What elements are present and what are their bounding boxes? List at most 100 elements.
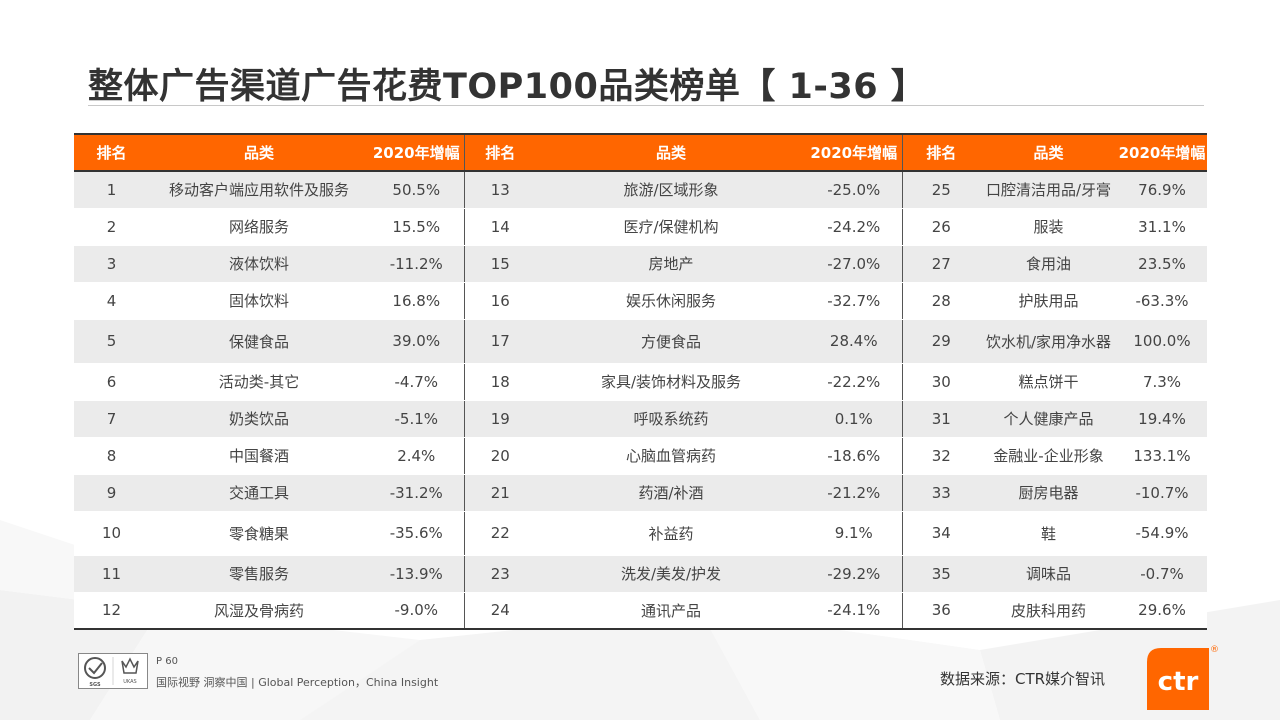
- category-cell: 交通工具: [149, 474, 369, 512]
- rank-cell: 11: [74, 555, 149, 593]
- table-row: 12 风湿及骨病药 -9.0% 24 通讯产品 -24.1% 36 皮肤科用药 29.6%: [74, 592, 1207, 630]
- ranking-table: 排名 品类 2020年增幅 排名 品类 2020年增幅 排名 品类 2020年增幅 1 移动客户端…: [74, 133, 1207, 630]
- category-cell: 保健食品: [149, 319, 369, 364]
- table-row: 8 中国餐酒 2.4% 20 心脑血管病药 -18.6% 32 金融业-企业形象 133.1%: [74, 437, 1207, 475]
- header-cell: 品类: [980, 133, 1117, 172]
- category-cell: 饮水机/家用净水器: [980, 319, 1117, 364]
- growth-cell: 9.1%: [806, 511, 903, 556]
- category-cell: 个人健康产品: [980, 400, 1117, 438]
- growth-cell: -4.7%: [369, 363, 465, 401]
- header-cell: 2020年增幅: [1117, 133, 1207, 172]
- header-cell: 品类: [536, 133, 806, 172]
- growth-cell: -24.1%: [806, 592, 903, 630]
- category-cell: 心脑血管病药: [536, 437, 806, 475]
- growth-cell: -9.0%: [369, 592, 465, 630]
- rank-cell: 6: [74, 363, 149, 401]
- growth-cell: -35.6%: [369, 511, 465, 556]
- title-divider: [88, 105, 1204, 106]
- ranking-table-container: 排名 品类 2020年增幅 排名 品类 2020年增幅 排名 品类 2020年增幅 1 移动客户端…: [74, 133, 1207, 630]
- table-row: 4 固体饮料 16.8% 16 娱乐休闲服务 -32.7% 28 护肤用品 -63.3%: [74, 282, 1207, 320]
- rank-cell: 7: [74, 400, 149, 438]
- growth-cell: 100.0%: [1117, 319, 1207, 364]
- rank-cell: 15: [464, 245, 536, 283]
- rank-cell: 2: [74, 208, 149, 246]
- rank-cell: 33: [902, 474, 980, 512]
- header-cell: 排名: [902, 133, 980, 172]
- rank-cell: 34: [902, 511, 980, 556]
- growth-cell: 0.1%: [806, 400, 903, 438]
- rank-cell: 5: [74, 319, 149, 364]
- growth-cell: 28.4%: [806, 319, 903, 364]
- category-cell: 洗发/美发/护发: [536, 555, 806, 593]
- svg-text:ctr: ctr: [1158, 667, 1199, 697]
- growth-cell: 23.5%: [1117, 245, 1207, 283]
- header-cell: 品类: [149, 133, 369, 172]
- page-number: P 60: [156, 656, 178, 667]
- rank-cell: 3: [74, 245, 149, 283]
- category-cell: 护肤用品: [980, 282, 1117, 320]
- rank-cell: 20: [464, 437, 536, 475]
- rank-cell: 28: [902, 282, 980, 320]
- rank-cell: 21: [464, 474, 536, 512]
- category-cell: 活动类-其它: [149, 363, 369, 401]
- growth-cell: -32.7%: [806, 282, 903, 320]
- rank-cell: 29: [902, 319, 980, 364]
- growth-cell: 50.5%: [369, 171, 465, 209]
- growth-cell: -21.2%: [806, 474, 903, 512]
- growth-cell: -24.2%: [806, 208, 903, 246]
- growth-cell: -54.9%: [1117, 511, 1207, 556]
- category-cell: 补益药: [536, 511, 806, 556]
- table-row: 3 液体饮料 -11.2% 15 房地产 -27.0% 27 食用油 23.5%: [74, 245, 1207, 283]
- rank-cell: 35: [902, 555, 980, 593]
- category-cell: 零食糖果: [149, 511, 369, 556]
- growth-cell: -27.0%: [806, 245, 903, 283]
- table-header-row: 排名 品类 2020年增幅 排名 品类 2020年增幅 排名 品类 2020年增幅: [74, 133, 1207, 172]
- ctr-logo-icon: ctr: [1147, 648, 1209, 710]
- table-row: 10 零食糖果 -35.6% 22 补益药 9.1% 34 鞋 -54.9%: [74, 511, 1207, 556]
- header-cell: 2020年增幅: [806, 133, 903, 172]
- growth-cell: -5.1%: [369, 400, 465, 438]
- category-cell: 通讯产品: [536, 592, 806, 630]
- rank-cell: 12: [74, 592, 149, 630]
- growth-cell: -22.2%: [806, 363, 903, 401]
- table-row: 9 交通工具 -31.2% 21 药酒/补酒 -21.2% 33 厨房电器 -10.7%: [74, 474, 1207, 512]
- category-cell: 医疗/保健机构: [536, 208, 806, 246]
- category-cell: 中国餐酒: [149, 437, 369, 475]
- growth-cell: 19.4%: [1117, 400, 1207, 438]
- table-body: 1 移动客户端应用软件及服务 50.5% 13 旅游/区域形象 -25.0% 25 口腔清洁用…: [74, 171, 1207, 630]
- growth-cell: 2.4%: [369, 437, 465, 475]
- category-cell: 糕点饼干: [980, 363, 1117, 401]
- category-cell: 零售服务: [149, 555, 369, 593]
- growth-cell: -63.3%: [1117, 282, 1207, 320]
- footer-slogan: 国际视野 洞察中国 | Global Perception，China Insi…: [156, 676, 439, 689]
- growth-cell: 133.1%: [1117, 437, 1207, 475]
- category-cell: 厨房电器: [980, 474, 1117, 512]
- category-cell: 方便食品: [536, 319, 806, 364]
- rank-cell: 26: [902, 208, 980, 246]
- growth-cell: 76.9%: [1117, 171, 1207, 209]
- category-cell: 食用油: [980, 245, 1117, 283]
- category-cell: 药酒/补酒: [536, 474, 806, 512]
- growth-cell: -18.6%: [806, 437, 903, 475]
- growth-cell: -0.7%: [1117, 555, 1207, 593]
- growth-cell: -25.0%: [806, 171, 903, 209]
- growth-cell: 15.5%: [369, 208, 465, 246]
- header-cell: 排名: [464, 133, 536, 172]
- category-cell: 鞋: [980, 511, 1117, 556]
- svg-text:UKAS: UKAS: [123, 679, 136, 685]
- growth-cell: 16.8%: [369, 282, 465, 320]
- rank-cell: 4: [74, 282, 149, 320]
- rank-cell: 8: [74, 437, 149, 475]
- rank-cell: 10: [74, 511, 149, 556]
- growth-cell: -10.7%: [1117, 474, 1207, 512]
- rank-cell: 27: [902, 245, 980, 283]
- data-source: 数据来源：CTR媒介智讯: [940, 670, 1106, 688]
- category-cell: 呼吸系统药: [536, 400, 806, 438]
- growth-cell: 7.3%: [1117, 363, 1207, 401]
- category-cell: 皮肤科用药: [980, 592, 1117, 630]
- certification-logos: SGS UKAS: [78, 653, 148, 689]
- rank-cell: 13: [464, 171, 536, 209]
- page-title: 整体广告渠道广告花费TOP100品类榜单【 1-36 】: [88, 67, 927, 107]
- registered-mark: ®: [1210, 645, 1219, 655]
- category-cell: 风湿及骨病药: [149, 592, 369, 630]
